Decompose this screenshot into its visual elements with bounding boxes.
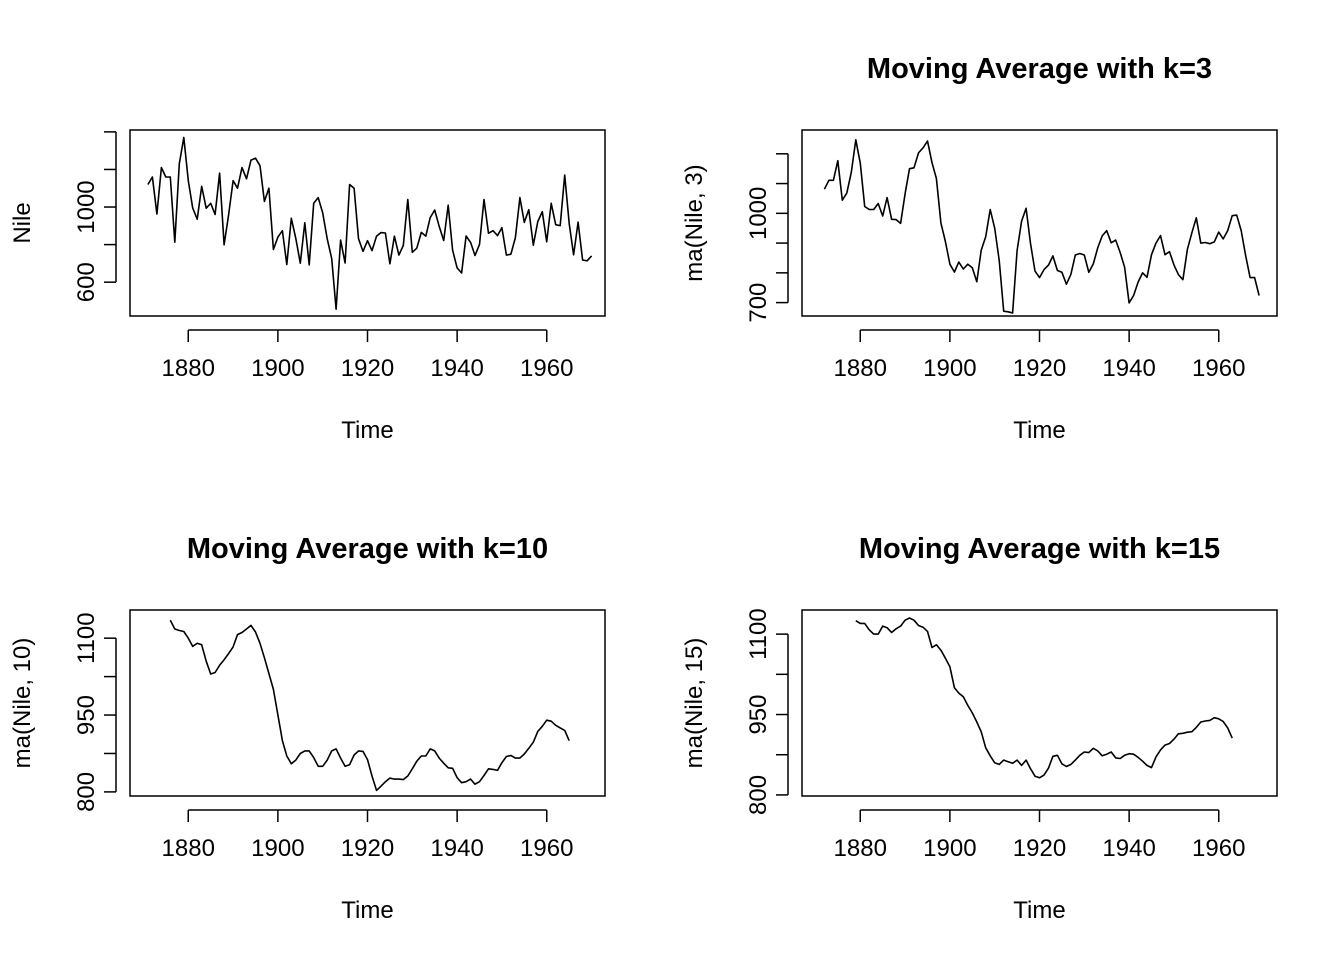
y-tick-label: 1000 — [73, 180, 100, 233]
y-axis-label: Nile — [9, 202, 36, 243]
y-tick-label: 600 — [73, 262, 100, 302]
y-tick-label: 1100 — [73, 612, 100, 664]
y-tick-label: 950 — [73, 695, 100, 735]
x-tick-label: 1880 — [162, 355, 215, 382]
plot-frame — [801, 609, 1278, 797]
x-axis-label: Time — [341, 897, 393, 924]
panel-ma-10: Moving Average with k=10 1880 1900 1920 1940… — [9, 533, 606, 924]
x-tick-label: 1960 — [1192, 355, 1245, 382]
y-tick-label: 1000 — [745, 187, 772, 240]
plot-frame — [129, 609, 606, 797]
x-tick-label: 1920 — [1013, 835, 1066, 862]
plot-frame — [801, 129, 1278, 317]
y-tick-label: 950 — [745, 695, 772, 735]
x-tick-label: 1940 — [1102, 355, 1155, 382]
panel-ma-3: Moving Average with k=3 1880 1900 1920 1940 1… — [681, 53, 1278, 444]
x-tick-label: 1900 — [251, 835, 304, 862]
chart-title: Moving Average with k=3 — [867, 53, 1212, 85]
y-axis-label: ma(Nile, 10) — [9, 638, 36, 769]
y-axis-label: ma(Nile, 3) — [681, 164, 708, 281]
panel-nile: 1880 1900 1920 1940 1960 Time 600 1000 Nile — [9, 129, 606, 444]
y-tick-label: 800 — [73, 772, 100, 812]
x-tick-label: 1880 — [834, 835, 887, 862]
series-line — [823, 139, 1260, 314]
x-tick-label: 1940 — [430, 835, 483, 862]
x-axis-label: Time — [341, 417, 393, 444]
x-tick-label: 1920 — [1013, 355, 1066, 382]
plot-frame — [129, 129, 606, 317]
x-tick-label: 1920 — [341, 835, 394, 862]
x-tick-label: 1880 — [162, 835, 215, 862]
series-line — [169, 619, 570, 792]
x-tick-label: 1900 — [251, 355, 304, 382]
x-tick-label: 1960 — [1192, 835, 1245, 862]
y-tick-label: 700 — [745, 283, 772, 323]
x-tick-label: 1960 — [520, 835, 573, 862]
series-line — [147, 136, 593, 311]
y-tick-label: 800 — [745, 775, 772, 815]
x-tick-label: 1940 — [430, 355, 483, 382]
x-axis-label: Time — [1013, 417, 1065, 444]
x-tick-label: 1960 — [520, 355, 573, 382]
chart-title: Moving Average with k=15 — [859, 533, 1220, 565]
x-tick-label: 1900 — [923, 835, 976, 862]
y-tick-label: 1100 — [745, 608, 772, 660]
y-axis-label: ma(Nile, 15) — [681, 638, 708, 769]
x-tick-label: 1940 — [1102, 835, 1155, 862]
x-tick-label: 1900 — [923, 355, 976, 382]
x-tick-label: 1880 — [834, 355, 887, 382]
series-line — [855, 617, 1233, 779]
x-tick-label: 1920 — [341, 355, 394, 382]
chart-title: Moving Average with k=10 — [187, 533, 548, 565]
panel-ma-15: Moving Average with k=15 1880 1900 1920 1940… — [681, 533, 1278, 924]
x-axis-label: Time — [1013, 897, 1065, 924]
